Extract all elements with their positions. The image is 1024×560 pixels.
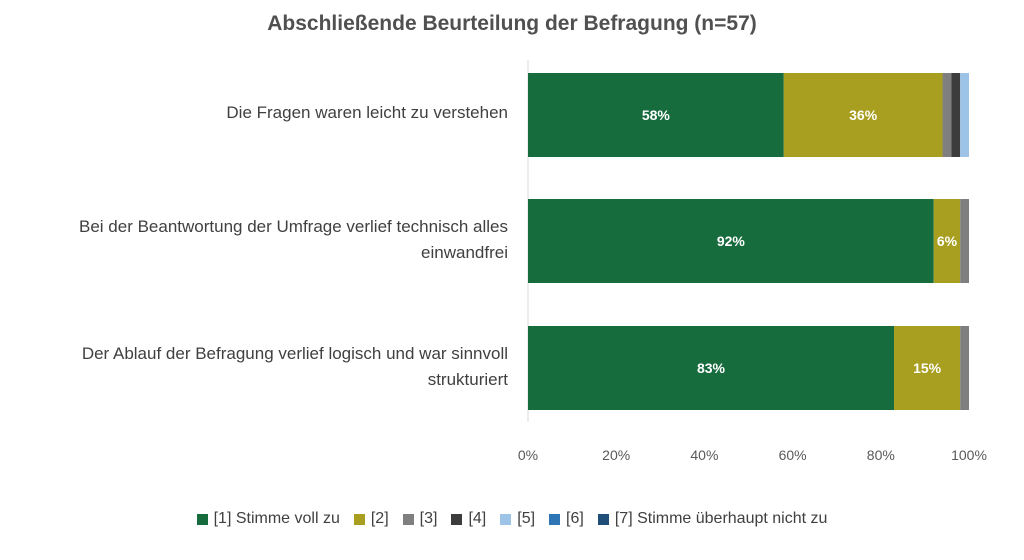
- data-label-3: 6%: [937, 233, 958, 249]
- data-label-5: 15%: [913, 360, 942, 376]
- legend-item-1: [1] Stimme voll zu: [196, 510, 340, 528]
- x-tick-label-2: 40%: [690, 447, 718, 463]
- legend-swatch-7: [597, 513, 609, 525]
- bar-segment-c2-s2: [960, 326, 969, 410]
- legend-item-4: [4]: [451, 510, 486, 528]
- bar-segment-c1-s0: [528, 199, 934, 283]
- legend-swatch-2: [353, 513, 365, 525]
- chart-title: Abschließende Beurteilung der Befragung …: [267, 12, 757, 35]
- x-tick-label-1: 20%: [602, 447, 630, 463]
- legend-swatch-1: [196, 513, 208, 525]
- bar-segment-c0-s3: [951, 73, 961, 157]
- legend-label-1: [1] Stimme voll zu: [213, 510, 340, 527]
- bar-segment-c0-s0: [528, 73, 784, 157]
- bar-segment-c0-s4: [960, 73, 969, 157]
- x-tick-label-5: 100%: [951, 447, 987, 463]
- chart-legend: [1] Stimme voll zu [2] [3] [4] [5] [6] […: [0, 510, 1024, 528]
- legend-item-7: [7] Stimme überhaupt nicht zu: [597, 510, 828, 528]
- legend-label-6: [6]: [566, 510, 584, 527]
- x-tick-label-3: 60%: [779, 447, 807, 463]
- legend-label-3: [3]: [419, 510, 438, 527]
- category-label-2: Der Ablauf der Befragung verlief logisch…: [81, 344, 508, 389]
- bar-segment-c1-s2: [960, 199, 969, 283]
- bar-segment-c2-s0: [528, 326, 895, 410]
- data-label-1: 36%: [849, 107, 878, 123]
- legend-swatch-3: [402, 513, 414, 525]
- bar-segment-c0-s1: [783, 73, 943, 157]
- legend-item-6: [6]: [549, 510, 584, 528]
- x-tick-label-0: 0%: [518, 447, 538, 463]
- data-label-4: 83%: [697, 360, 726, 376]
- x-tick-label-4: 80%: [867, 447, 895, 463]
- data-label-0: 58%: [642, 107, 671, 123]
- data-label-2: 92%: [717, 233, 746, 249]
- legend-label-5: [5]: [517, 510, 536, 527]
- category-label-0: Die Fragen waren leicht zu verstehen: [226, 103, 508, 122]
- legend-item-3: [3]: [402, 510, 438, 528]
- legend-swatch-4: [451, 513, 463, 525]
- bar-segment-c0-s2: [942, 73, 952, 157]
- legend-item-2: [2]: [353, 510, 389, 528]
- category-label-1: Bei der Beantwortung der Umfrage verlief…: [79, 217, 508, 262]
- legend-label-7: [7] Stimme überhaupt nicht zu: [614, 510, 828, 527]
- bar-segment-c1-s1: [933, 199, 961, 283]
- legend-label-2: [2]: [370, 510, 389, 527]
- legend-label-4: [4]: [468, 510, 487, 527]
- legend-swatch-6: [549, 513, 561, 525]
- legend-swatch-5: [500, 513, 512, 525]
- legend-item-5: [5]: [500, 510, 535, 528]
- bar-segment-c2-s1: [894, 326, 961, 410]
